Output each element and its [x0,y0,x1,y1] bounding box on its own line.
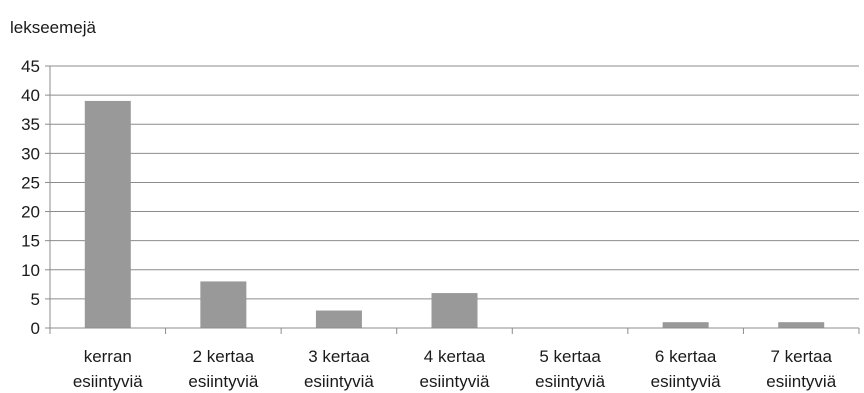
y-tick-label: 15 [21,232,40,251]
x-tick-label: 7 kertaa esiintyviä [766,347,836,391]
x-tick-label-line: esiintyviä [535,372,605,391]
x-tick-label-line: 3 kertaa [308,347,370,366]
y-tick-label: 5 [31,290,40,309]
y-tick-label: 10 [21,261,40,280]
axes [45,65,860,334]
x-tick-label: 6 kertaa esiintyviä [651,347,721,391]
y-tick-label: 30 [21,144,40,163]
x-tick-label-line: 5 kertaa [539,347,601,366]
x-tick-label: 5 kertaa esiintyviä [535,347,605,391]
y-tick-label: 40 [21,86,40,105]
x-tick-label: kerran esiintyviä [73,347,143,391]
x-tick-label-line: esiintyviä [304,372,374,391]
bars [84,100,825,328]
x-tick-label: 4 kertaa esiintyviä [420,347,490,391]
y-tick-label: 20 [21,203,40,222]
x-tick-label-line: esiintyviä [651,372,721,391]
x-tick-label-line: esiintyviä [766,372,836,391]
x-tick-label-line: 6 kertaa [655,347,717,366]
y-axis-label: lekseemejä [10,18,97,37]
y-tick-label: 45 [21,57,40,76]
x-tick-label: 2 kertaa esiintyviä [188,347,258,391]
y-tick-label: 0 [31,319,40,338]
x-tick-label-line: esiintyviä [73,372,143,391]
y-tick-label: 25 [21,173,40,192]
x-tick-label-line: esiintyviä [420,372,490,391]
x-tick-label: 3 kertaa esiintyviä [304,347,374,391]
bar [778,322,825,328]
y-tick-labels: 0 5 10 15 20 25 30 35 40 45 [21,57,40,338]
x-tick-label-line: 7 kertaa [770,347,832,366]
bar [315,310,362,328]
x-tick-label-line: 2 kertaa [193,347,255,366]
bar [662,322,709,328]
x-tick-label-line: 4 kertaa [424,347,486,366]
x-tick-label-line: kerran [84,347,132,366]
y-tick-label: 35 [21,115,40,134]
x-tick-label-line: esiintyviä [188,372,258,391]
bar [200,281,247,328]
bar [84,100,131,328]
gridlines [50,65,859,300]
bar [431,293,478,328]
